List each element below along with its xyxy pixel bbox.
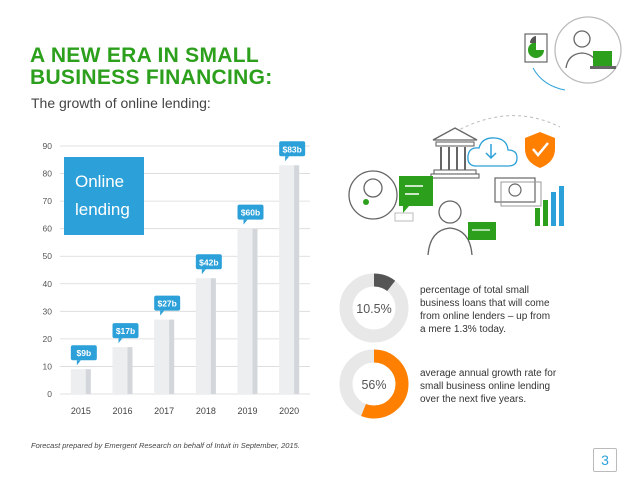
donut-1-arc (339, 273, 409, 343)
data-label-bg (70, 345, 97, 361)
data-label-pointer (285, 156, 290, 162)
x-tick-label: 2018 (196, 406, 216, 416)
title-line-2: BUSINESS FINANCING: (30, 66, 273, 89)
cycle-arrow (532, 67, 566, 91)
data-label-pointer (118, 338, 123, 344)
pie-document-icon (524, 33, 548, 63)
data-label-bg (154, 295, 181, 311)
stat-donut-1: 10.5% (339, 273, 409, 343)
stat-1-line: from online lenders – up from (420, 311, 551, 322)
cloud-download-icon (467, 137, 518, 167)
y-tick-label: 90 (43, 141, 53, 151)
y-tick-label: 60 (43, 224, 53, 234)
y-tick-label: 50 (43, 251, 53, 261)
stat-2-line: average annual growth rate for (420, 368, 557, 379)
x-tick-label: 2016 (112, 406, 132, 416)
stat-2-line: small business online lending (420, 381, 551, 392)
bar-shade (252, 228, 258, 394)
data-label-bg (195, 254, 222, 270)
stat-2-line: over the next five years. (420, 394, 527, 405)
data-label: $60b (241, 208, 260, 218)
donut-2-value: 56% (361, 378, 386, 392)
cash-icon (494, 177, 542, 207)
data-label-pointer (160, 310, 165, 316)
bar (154, 319, 175, 394)
online-lending-bar-chart: 0 10 20 30 40 50 60 70 80 90 $9b 2015 $17b 2016 $27b 20… (43, 141, 310, 416)
y-tick-label: 20 (43, 334, 53, 344)
bank-icon (430, 127, 480, 179)
data-label: $83b (282, 144, 301, 154)
subtitle: The growth of online lending: (31, 95, 211, 111)
page-number: 3 (593, 448, 617, 472)
data-label-pointer (76, 360, 81, 366)
stat-2-description: average annual growth rate for small bus… (420, 367, 585, 406)
cycle-arrow (454, 115, 561, 133)
footnote: Forecast prepared by Emergent Research o… (31, 441, 300, 450)
online-lending-callout (64, 157, 144, 235)
data-label-bg (237, 204, 264, 220)
x-tick-label: 2020 (279, 406, 299, 416)
agent-headset-icon (348, 170, 433, 222)
callout-line-1: Online (75, 172, 124, 191)
growth-bars-icon (535, 186, 564, 226)
bar-shade (127, 347, 133, 394)
bar-shade (294, 165, 300, 394)
person-computer-icon (554, 16, 622, 84)
x-tick-label: 2017 (154, 406, 174, 416)
callout-line-2: lending (75, 200, 130, 219)
data-label: $42b (199, 257, 218, 267)
donut-1-value: 10.5% (356, 302, 391, 316)
stat-1-description: percentage of total small business loans… (420, 284, 585, 336)
bar-shade (210, 278, 216, 394)
y-tick-label: 40 (43, 279, 53, 289)
y-tick-label: 0 (47, 389, 52, 399)
bar-shade (85, 369, 91, 394)
stat-1-line: business loans that will come (420, 298, 550, 309)
shield-check-icon (525, 132, 555, 168)
donut-2-arc (339, 349, 409, 419)
stat-1-line: a mere 1.3% today. (420, 324, 506, 335)
data-label: $17b (116, 326, 135, 336)
y-tick-label: 30 (43, 306, 53, 316)
data-label: $27b (157, 299, 176, 309)
title-line-1: A NEW ERA IN SMALL (30, 44, 259, 67)
page-title: A NEW ERA IN SMALL BUSINESS FINANCING: (30, 45, 330, 89)
stat-donut-2: 56% (339, 349, 409, 419)
illustration (348, 16, 622, 256)
data-label-bg (112, 323, 139, 339)
bar (70, 369, 91, 394)
x-tick-label: 2015 (71, 406, 91, 416)
stat-1-line: percentage of total small (420, 285, 529, 296)
y-tick-label: 10 (43, 361, 53, 371)
businessperson-card-icon (427, 200, 496, 256)
y-tick-label: 80 (43, 169, 53, 179)
y-tick-label: 70 (43, 196, 53, 206)
data-label-pointer (243, 219, 248, 225)
bar-shade (169, 319, 175, 394)
x-tick-label: 2019 (237, 406, 257, 416)
data-label-pointer (201, 269, 206, 275)
data-label-bg (279, 141, 306, 157)
data-label: $9b (77, 348, 92, 358)
